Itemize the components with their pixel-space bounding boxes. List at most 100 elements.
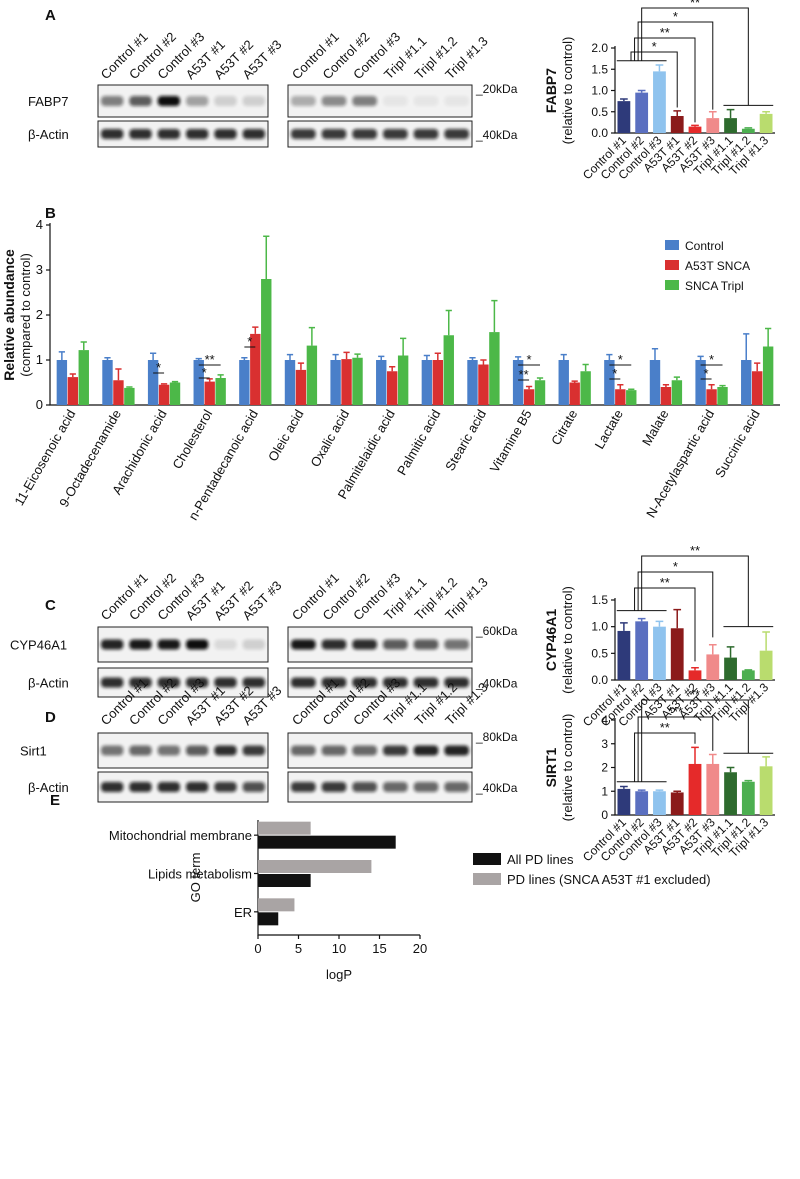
band: [186, 782, 209, 792]
significance-label: **: [660, 25, 670, 40]
error-bar: [491, 299, 498, 333]
band: [413, 129, 439, 139]
blot-strip: [97, 120, 269, 148]
blot-strip: [287, 771, 473, 803]
error-bar: [445, 309, 452, 336]
significance-label: *: [673, 9, 678, 24]
protein-label: Sirt1: [20, 744, 47, 759]
bar: [147, 360, 159, 405]
x-tick-label: 15: [372, 941, 386, 956]
error-bar: [719, 384, 726, 387]
error-bar: [662, 384, 670, 387]
protein-label: FABP7: [28, 94, 68, 109]
bar: [671, 380, 683, 405]
band: [129, 96, 152, 106]
x-tick-label: Malate: [639, 407, 672, 448]
bar: [670, 628, 684, 680]
y-tick-label: 3: [36, 262, 43, 277]
band: [321, 745, 347, 756]
error-bar: [69, 373, 76, 378]
bar: [653, 626, 666, 680]
error-bar: [708, 753, 717, 764]
band: [157, 782, 180, 792]
band: [383, 639, 408, 650]
legend-swatch: [665, 260, 679, 270]
bar: [724, 657, 737, 680]
bar: [78, 350, 89, 405]
error-bar: [525, 385, 533, 390]
bar: [762, 346, 774, 405]
band: [352, 782, 377, 792]
error-bar: [469, 357, 476, 360]
band: [291, 745, 316, 756]
band: [444, 96, 469, 106]
error-bar: [80, 341, 87, 351]
bar: [706, 389, 717, 405]
legend-swatch: [665, 280, 679, 290]
x-tick-label: 20: [413, 941, 427, 956]
band: [413, 639, 439, 650]
bar: [158, 384, 170, 405]
band: [214, 96, 237, 106]
band: [291, 96, 316, 106]
bar: [558, 360, 569, 405]
error-bar: [514, 356, 522, 360]
bar: [724, 118, 737, 133]
y-axis-label: GO term: [188, 853, 203, 903]
blot-strip: [287, 732, 473, 769]
significance-label: *: [527, 352, 532, 367]
error-bar: [651, 348, 659, 360]
band: [214, 677, 237, 688]
band: [383, 782, 408, 792]
error-bar: [628, 388, 635, 391]
band: [186, 639, 209, 650]
band: [186, 745, 209, 756]
band: [242, 129, 265, 139]
error-bar: [744, 779, 753, 782]
error-bar: [104, 357, 111, 360]
band: [383, 96, 408, 106]
x-tick-label: Oxalic acid: [307, 407, 352, 470]
protein-label: CYP46A1: [10, 638, 67, 653]
band: [101, 782, 124, 792]
significance-label: **: [660, 720, 670, 735]
blot-strip: [287, 120, 473, 148]
bar: [215, 378, 226, 405]
bar: [523, 389, 535, 405]
significance-bracket: [630, 51, 678, 108]
y-tick-label: 3: [601, 737, 608, 751]
band: [157, 745, 180, 756]
y-axis-label: (relative to control): [560, 37, 575, 145]
significance-label: *: [673, 559, 678, 574]
band: [352, 639, 377, 650]
error-bar: [744, 127, 753, 129]
band: [242, 96, 265, 106]
band: [352, 677, 377, 688]
significance-label: **: [690, 0, 700, 10]
band: [101, 96, 124, 106]
bar: [706, 763, 720, 815]
bar: [432, 360, 444, 405]
significance-bracket: [641, 7, 749, 106]
error-bar: [560, 353, 567, 360]
y-tick-label: 0: [601, 808, 608, 822]
band: [444, 639, 469, 650]
bar: [617, 788, 631, 815]
significance-label: **: [690, 543, 700, 558]
bar: [688, 763, 702, 815]
y-axis-label: (relative to control): [560, 586, 575, 694]
band: [101, 129, 124, 139]
bar: [330, 360, 341, 405]
y-tick-label: 1: [601, 784, 608, 798]
axis: [257, 820, 420, 936]
bar: [284, 360, 296, 405]
y-tick-label: 2.0: [591, 41, 608, 55]
panel-label: D: [45, 709, 56, 726]
y-tick-label: 1.0: [591, 620, 608, 634]
significance-label: *: [612, 366, 617, 381]
error-bar: [343, 351, 350, 360]
significance-label: *: [704, 366, 709, 381]
bar: [688, 126, 702, 133]
bar: [489, 332, 500, 405]
